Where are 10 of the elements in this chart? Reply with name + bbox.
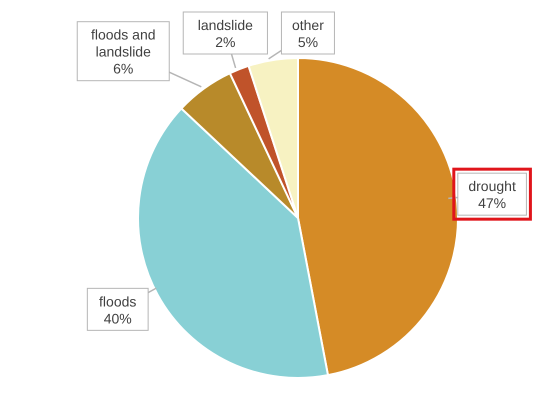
- slice-label: other: [292, 17, 324, 33]
- data-label: 2%: [215, 34, 236, 50]
- slice-label: landslide: [198, 17, 254, 33]
- data-label: 47%: [478, 195, 506, 212]
- data-label: 40%: [104, 310, 132, 326]
- slice-label: drought: [468, 178, 516, 194]
- data-label: 6%: [113, 60, 134, 77]
- data-label: 5%: [298, 34, 318, 50]
- slice-label: floods: [99, 293, 136, 310]
- slice-label: floods and landslide: [90, 26, 156, 60]
